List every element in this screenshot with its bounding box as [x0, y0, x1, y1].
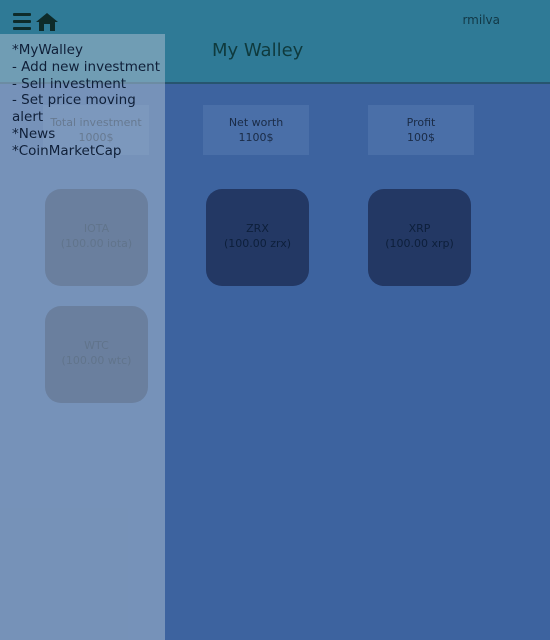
- stat-net-worth: Net worth 1100$: [203, 105, 309, 155]
- drawer-item-coinmarketcap[interactable]: *CoinMarketCap: [12, 142, 122, 159]
- side-drawer: [0, 34, 165, 640]
- stat-profit: Profit 100$: [368, 105, 474, 155]
- stat-label: Profit: [406, 116, 436, 129]
- coin-amount: (100.00 xrp): [385, 237, 454, 250]
- home-icon[interactable]: [35, 12, 59, 32]
- drawer-item-mywalley[interactable]: *MyWalley: [12, 42, 83, 58]
- stat-label: Net worth: [228, 116, 284, 129]
- drawer-item-add-investment[interactable]: - Add new investment: [12, 58, 161, 75]
- page-title: My Walley: [212, 40, 304, 61]
- header-divider: [0, 82, 550, 84]
- hamburger-icon[interactable]: [13, 13, 31, 31]
- coin-card-zrx[interactable]: ZRX (100.00 zrx): [206, 189, 309, 286]
- drawer-item-news[interactable]: *News: [12, 125, 56, 142]
- stat-value: 1100$: [238, 131, 274, 144]
- drawer-menu: *MyWalley - Add new investment - Sell in…: [12, 42, 162, 160]
- stat-value: 100$: [407, 131, 435, 144]
- coin-name: XRP: [408, 222, 431, 235]
- drawer-item-sell-investment[interactable]: - Sell investment: [12, 75, 127, 92]
- drawer-item-price-alert[interactable]: - Set price moving alert: [12, 92, 136, 126]
- username[interactable]: rmilva: [462, 13, 500, 27]
- coin-card-xrp[interactable]: XRP (100.00 xrp): [368, 189, 471, 286]
- coin-amount: (100.00 zrx): [223, 237, 292, 250]
- coin-name: ZRX: [246, 222, 269, 235]
